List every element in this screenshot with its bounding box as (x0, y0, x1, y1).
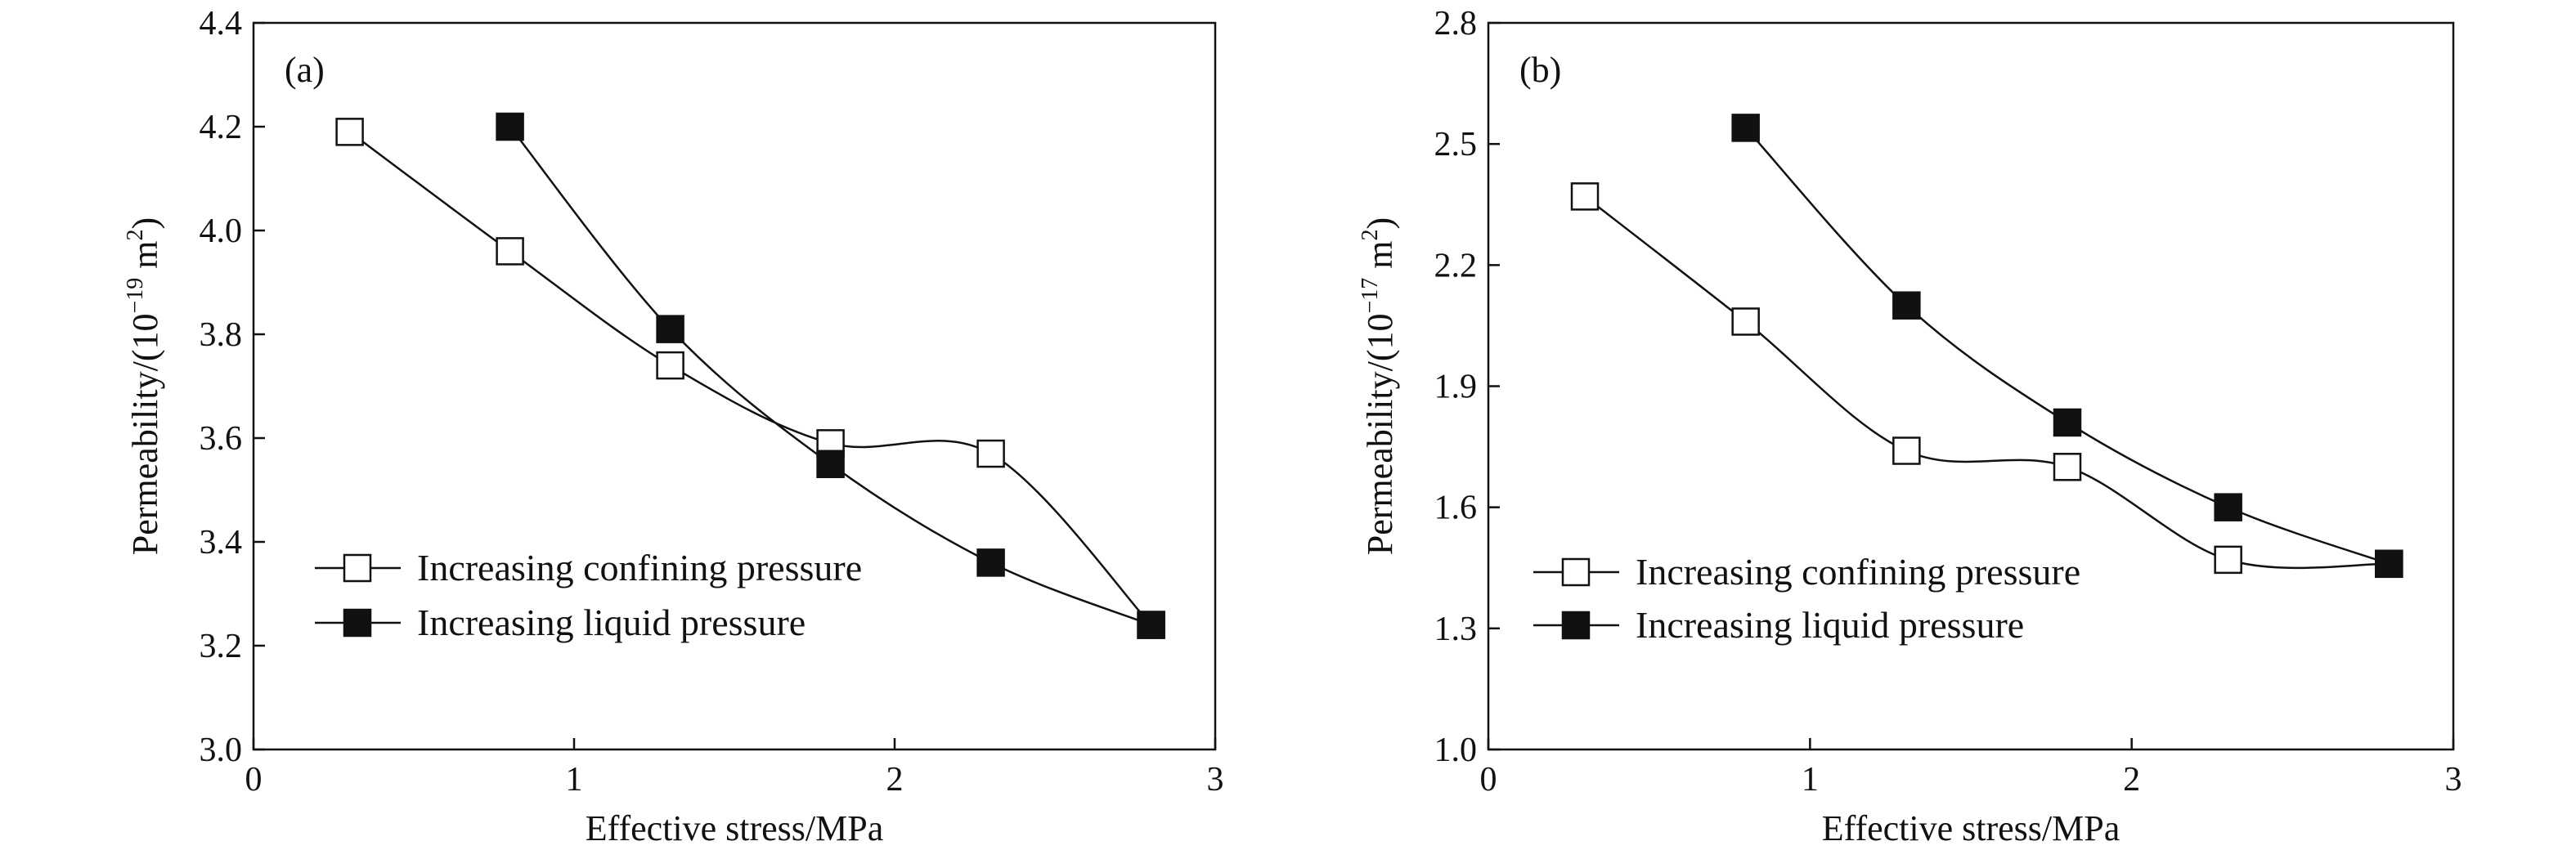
y-tick-label: 3.0 (200, 731, 243, 769)
y-axis-title-ylabel-exponent: −19 (123, 278, 148, 314)
data-point-0-0 (1570, 182, 1600, 211)
legend-marker-1 (343, 608, 372, 638)
y-tick-label: 1.0 (1434, 731, 1478, 769)
y-axis-title-ylabel: Permeability/(10 (125, 313, 165, 555)
series-line-0 (1584, 195, 2390, 570)
legend: Increasing confining pressure Increasing … (315, 547, 862, 643)
panel-label: (b) (1519, 50, 1561, 90)
x-tick-label: 1 (566, 761, 583, 799)
y-tick-label: 4.4 (200, 5, 243, 43)
y-axis-title-ylabel-suffix: m (1360, 240, 1400, 277)
y-axis-title: Permeability/(10−17 m2) (1358, 217, 1400, 555)
data-point-1-1 (1892, 291, 1921, 320)
x-axis-title: Effective stress/MPa (586, 808, 884, 848)
panel-a: 0 1 2 3 3.0 3.2 3.4 3.6 3.8 4.0 4.2 4.4 Effective st… (123, 5, 1224, 848)
x-tick-label: 3 (2445, 761, 2462, 799)
data-point-1-2 (2053, 408, 2082, 437)
panel-b: 0 1 2 3 1.0 1.3 1.6 1.9 2.2 2.5 2.8 Effective stres… (1358, 5, 2462, 848)
y-tick-label: 4.0 (200, 213, 243, 250)
data-point-0-1 (1731, 307, 1760, 336)
data-point-1-0 (496, 112, 524, 141)
x-tick-label: 2 (2123, 761, 2140, 799)
data-point-1-1 (656, 315, 684, 343)
y-axis-title-ylabel-unit-exponent: 2 (123, 229, 148, 240)
data-point-0-0 (335, 118, 364, 146)
plot-frame (252, 21, 1217, 751)
data-point-1-4 (2375, 549, 2403, 579)
data-point-0-4 (2214, 545, 2242, 575)
legend-marker-1 (1561, 611, 1591, 640)
y-tick-label: 3.2 (200, 628, 243, 665)
y-axis-title-ylabel-exponent: −17 (1358, 278, 1383, 314)
data-point-1-3 (976, 548, 1005, 577)
legend-marker-0 (1561, 557, 1591, 587)
series-line-1 (1744, 127, 2390, 565)
x-tick-label: 0 (245, 761, 263, 799)
legend-label-0: Increasing confining pressure (417, 547, 862, 588)
y-axis-title-ylabel-suffix: m (125, 240, 165, 277)
x-axis-title: Effective stress/MPa (1822, 808, 2120, 848)
y-tick-label: 3.6 (200, 420, 243, 458)
data-point-0-4 (976, 439, 1005, 468)
data-point-0-1 (496, 237, 524, 266)
y-axis-title-ylabel: Permeability/(10 (1360, 313, 1400, 555)
y-tick-label: 1.3 (1434, 611, 1478, 648)
y-tick-label: 1.6 (1434, 490, 1478, 527)
x-tick-label: 1 (1802, 761, 1819, 799)
legend-label-0: Increasing confining pressure (1636, 551, 2080, 593)
y-tick-label: 2.8 (1434, 5, 1478, 43)
y-tick-label: 2.5 (1434, 126, 1478, 163)
legend: Increasing confining pressure Increasing … (1533, 551, 2080, 646)
data-point-0-3 (2053, 453, 2082, 481)
y-axis-title: Permeability/(10−19 m2) (123, 217, 165, 555)
y-tick-label: 2.2 (1434, 247, 1478, 284)
x-tick-label: 2 (886, 761, 904, 799)
x-tick-label: 3 (1207, 761, 1224, 799)
data-point-0-2 (656, 351, 684, 380)
x-tick-label: 0 (1480, 761, 1497, 799)
legend-marker-0 (343, 553, 372, 583)
y-tick-label: 4.2 (200, 109, 243, 146)
y-axis-title-ylabel-close: ) (125, 217, 165, 230)
panel-label: (a) (285, 50, 325, 90)
y-tick-label: 3.8 (200, 316, 243, 354)
y-axis-title-ylabel-unit-exponent: 2 (1358, 229, 1383, 240)
data-point-0-2 (1892, 436, 1921, 465)
series-line-0 (348, 131, 1152, 626)
data-point-1-3 (2214, 493, 2242, 521)
legend-label-1: Increasing liquid pressure (1636, 604, 2024, 646)
y-axis-title-ylabel-close: ) (1360, 217, 1400, 230)
data-point-1-2 (816, 450, 845, 478)
y-tick-label: 3.4 (200, 524, 243, 561)
data-point-1-4 (1137, 611, 1165, 639)
data-point-1-0 (1731, 114, 1760, 142)
legend-label-1: Increasing liquid pressure (417, 602, 806, 643)
y-tick-label: 1.9 (1434, 369, 1478, 406)
